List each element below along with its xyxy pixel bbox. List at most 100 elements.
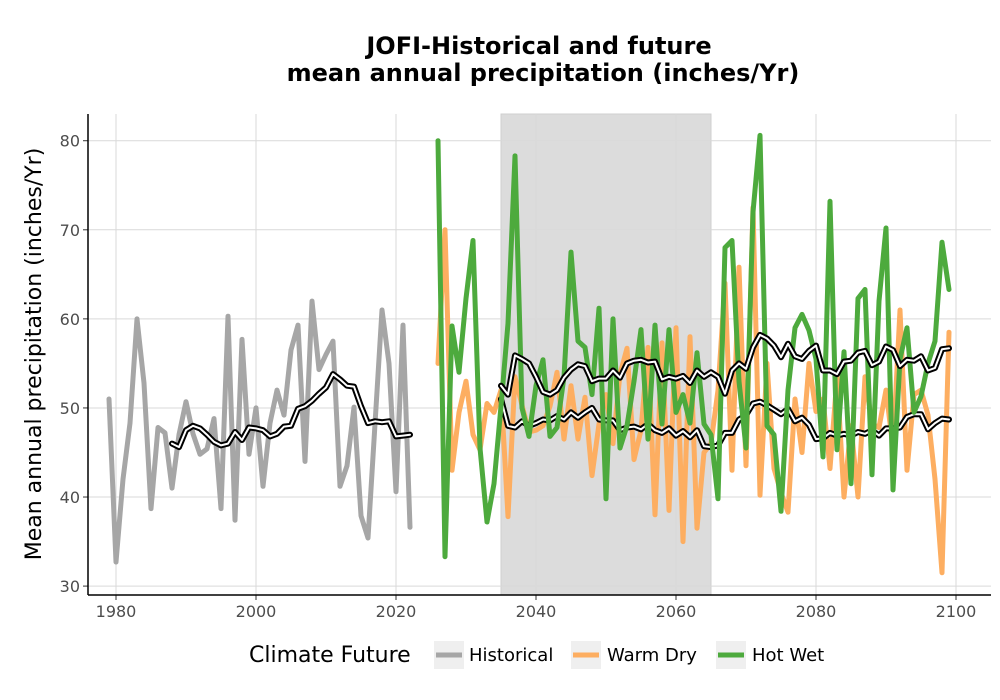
- warm-dry-point: [806, 361, 812, 366]
- historical-point: [162, 430, 168, 436]
- warm-dry-point: [883, 387, 889, 393]
- hot-wet-point: [442, 554, 448, 559]
- warm-dry-point: [610, 441, 616, 446]
- warm-dry-point: [680, 539, 686, 544]
- hot-wet-point: [792, 325, 798, 330]
- y-tick-label: 60: [60, 310, 80, 329]
- hot-wet-point: [540, 357, 546, 363]
- hot-wet-point: [799, 312, 805, 317]
- warm-dry-point: [939, 570, 945, 575]
- hot-wet-point: [673, 410, 679, 415]
- historical-point: [134, 316, 140, 322]
- warm-dry-point: [757, 493, 763, 498]
- hot-wet-point: [568, 249, 574, 255]
- hot-wet-point: [820, 454, 826, 460]
- warm-dry-point: [456, 410, 462, 415]
- hot-wet-point: [876, 298, 882, 304]
- historical-point: [302, 459, 308, 464]
- hot-wet-point: [456, 370, 462, 375]
- hot-wet-point: [463, 296, 469, 301]
- historical-point: [113, 559, 119, 565]
- legend-title: Climate Future: [249, 643, 411, 668]
- hot-wet-point: [575, 338, 581, 344]
- historical-point: [260, 484, 266, 489]
- warm-dry-point: [568, 383, 574, 388]
- legend: Climate Future Historical Warm Dry Hot Wet: [249, 641, 824, 669]
- historical-point: [358, 513, 364, 518]
- legend-label: Historical: [469, 645, 553, 666]
- warm-dry-point: [785, 509, 791, 515]
- historical-point: [309, 298, 315, 304]
- y-tick-label: 70: [60, 221, 80, 240]
- warm-dry-point: [827, 466, 833, 471]
- warm-dry-point: [589, 473, 595, 478]
- series-layer: [106, 132, 952, 576]
- hot-wet-point: [512, 153, 518, 159]
- warm-dry-point: [505, 514, 511, 519]
- hot-wet-point: [946, 287, 952, 292]
- warm-dry-point: [925, 412, 931, 418]
- hot-wet-point: [883, 225, 889, 231]
- hot-wet-point: [491, 481, 497, 486]
- hot-wet-point: [477, 445, 483, 451]
- warm-dry-point: [932, 477, 938, 482]
- warm-dry-point: [631, 457, 637, 462]
- hot-wet-point: [729, 238, 735, 243]
- hot-wet-point: [484, 519, 490, 525]
- historical-point: [211, 416, 217, 421]
- hot-wet-point: [722, 245, 728, 250]
- warm-dry-point: [582, 395, 588, 400]
- hot-wet-point: [911, 410, 917, 415]
- hot-wet-point: [617, 445, 623, 451]
- warm-dry-point: [813, 409, 819, 414]
- hot-wet-point: [715, 496, 721, 501]
- historical-point: [106, 396, 112, 402]
- hot-wet-point: [652, 322, 658, 328]
- warm-dry-point: [946, 330, 952, 335]
- x-tick-label: 2040: [516, 602, 557, 621]
- hot-wet-point: [778, 509, 784, 514]
- warm-dry-point: [533, 428, 539, 433]
- warm-dry-point: [491, 410, 497, 415]
- x-tick-label: 2100: [936, 602, 977, 621]
- warm-dry-point: [659, 340, 665, 346]
- hot-wet-point: [848, 481, 854, 486]
- hot-wet-point: [743, 445, 749, 451]
- warm-dry-point: [694, 525, 700, 531]
- y-tick-label: 30: [60, 577, 80, 596]
- shaded-period-layer: [500, 113, 712, 596]
- hot-wet-point: [841, 349, 847, 355]
- historical-point: [330, 338, 336, 344]
- warm-dry-point: [904, 468, 910, 473]
- warm-dry-point: [575, 436, 581, 442]
- historical-point: [281, 412, 287, 418]
- hot-wet-point: [666, 327, 672, 332]
- hot-wet-point: [435, 138, 441, 143]
- hot-wet-point: [582, 345, 588, 350]
- historical-smooth-line: [171, 373, 411, 449]
- axis-layer: 1980 2000 2020 2040 2060 2080 2100 30 40 50 60 70 80: [60, 114, 991, 621]
- y-tick-label: 40: [60, 488, 80, 507]
- historical-point: [239, 337, 245, 342]
- historical-point: [407, 525, 413, 530]
- historical-point: [316, 367, 322, 372]
- warm-dry-point: [540, 423, 546, 428]
- hot-wet-point: [470, 238, 476, 243]
- warm-dry-point: [743, 463, 749, 469]
- hot-wet-point: [862, 287, 868, 292]
- hot-wet-point: [834, 447, 840, 453]
- x-tick-label: 2080: [796, 602, 837, 621]
- warm-dry-point: [855, 494, 861, 500]
- hot-wet-point: [505, 321, 511, 326]
- x-tick-label: 2000: [236, 602, 277, 621]
- hot-wet-point: [750, 209, 756, 215]
- historical-point: [337, 484, 343, 489]
- hot-wet-point: [659, 421, 665, 427]
- y-tick-label: 80: [60, 132, 80, 151]
- hot-wet-point: [708, 432, 714, 437]
- hot-wet-point: [596, 305, 602, 311]
- warm-dry-point: [442, 227, 448, 232]
- warm-dry-point: [645, 345, 651, 350]
- warm-dry-point: [624, 346, 630, 351]
